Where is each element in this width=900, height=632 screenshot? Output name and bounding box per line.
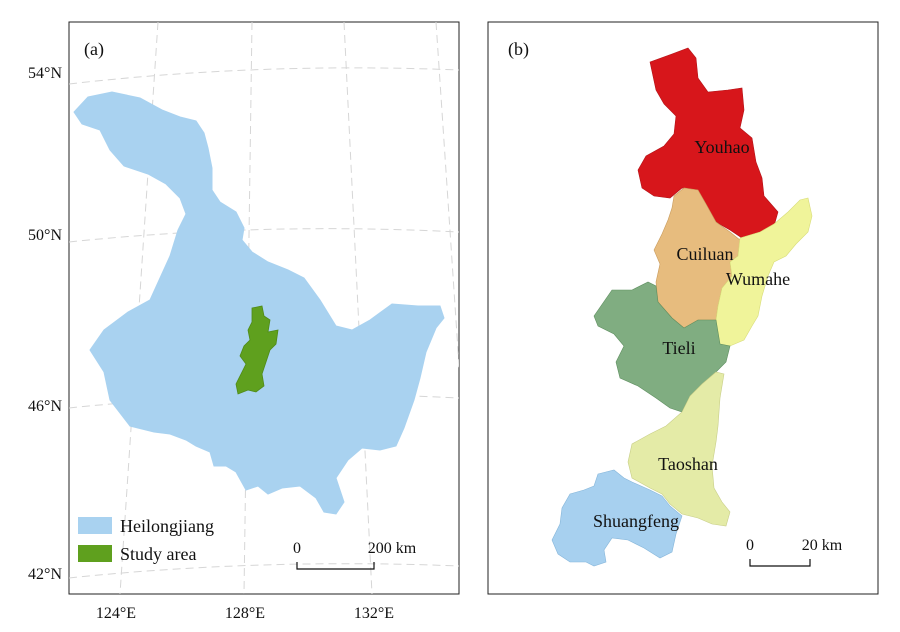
lat-label-54: 54°N <box>28 65 62 82</box>
lon-label-132: 132°E <box>354 605 394 622</box>
region-label-shuangfeng: Shuangfeng <box>593 511 679 531</box>
legend-swatch-study-area <box>78 545 112 562</box>
panel-a: (a) 54°N 50°N 46°N 42°N 124°E 128°E 132°… <box>28 21 460 622</box>
legend-swatch-heilongjiang <box>78 517 112 534</box>
region-label-tieli: Tieli <box>662 338 695 358</box>
legend: Heilongjiang Study area <box>78 516 214 564</box>
scale-a-start: 0 <box>293 540 301 557</box>
graticule-lon-136 <box>435 22 459 373</box>
panel-a-label: (a) <box>84 39 104 60</box>
heilongjiang-region <box>73 91 445 515</box>
scale-bar-b: 0 20 km <box>746 537 843 567</box>
region-taoshan <box>627 371 731 527</box>
scale-a-bar <box>296 562 375 570</box>
region-shuangfeng <box>551 469 683 567</box>
lon-label-128: 128°E <box>225 605 265 622</box>
scale-b-bar <box>749 559 811 567</box>
region-wumahe <box>715 197 813 347</box>
lat-label-50: 50°N <box>28 227 62 244</box>
scale-b-start: 0 <box>746 537 754 554</box>
region-label-cuiluan: Cuiluan <box>677 244 734 264</box>
panel-b-label: (b) <box>508 39 529 60</box>
lat-label-42: 42°N <box>28 566 62 583</box>
region-labels: Youhao Cuiluan Wumahe Tieli Taoshan Shua… <box>593 137 790 531</box>
graticule-lon-132 <box>343 22 373 594</box>
region-label-taoshan: Taoshan <box>658 454 718 474</box>
lon-labels: 124°E 128°E 132°E <box>96 605 394 622</box>
lat-labels: 54°N 50°N 46°N 42°N <box>28 65 62 583</box>
scale-bar-a: 0 200 km <box>293 540 417 570</box>
scale-b-end: 20 km <box>802 537 843 554</box>
legend-label-heilongjiang: Heilongjiang <box>120 516 214 536</box>
scale-a-end: 200 km <box>368 540 417 557</box>
lat-label-46: 46°N <box>28 398 62 415</box>
study-area-region <box>235 305 279 395</box>
region-label-wumahe: Wumahe <box>726 269 790 289</box>
region-label-youhao: Youhao <box>694 137 749 157</box>
legend-label-study-area: Study area <box>120 544 196 564</box>
panel-b: (b) Youhao Cuiluan Wumahe Tieli Taoshan … <box>487 21 879 595</box>
lon-label-124: 124°E <box>96 605 136 622</box>
